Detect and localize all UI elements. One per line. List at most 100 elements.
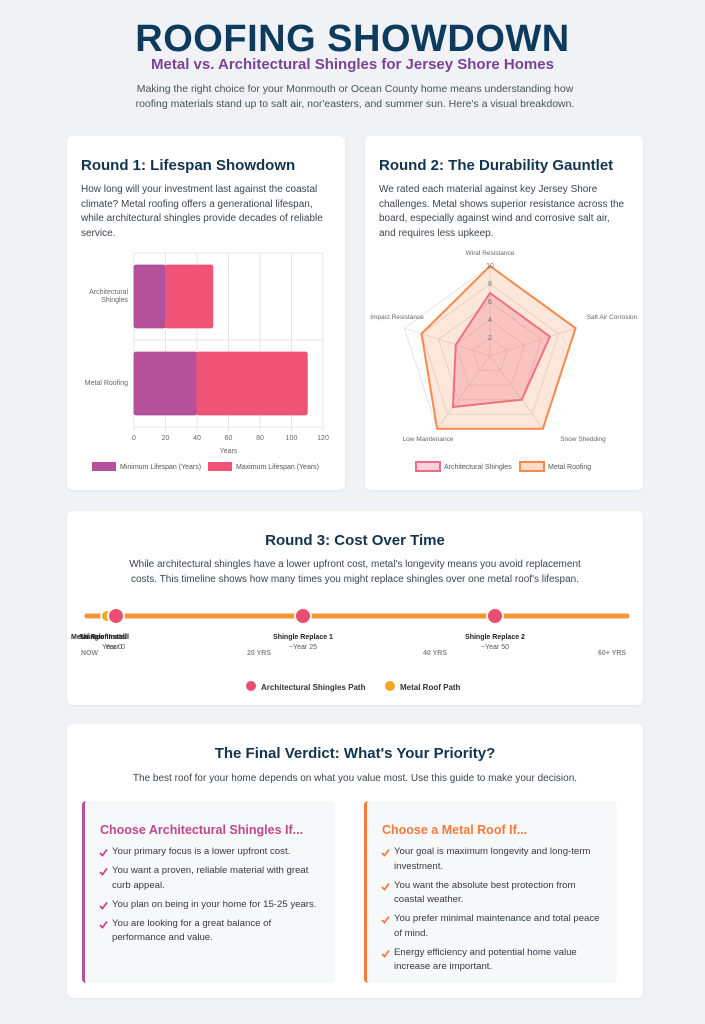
x-tick-label: 0 <box>132 435 136 442</box>
timeline-dot <box>107 607 125 625</box>
checklist-item: You are looking for a great balance of p… <box>99 917 324 946</box>
item-text: Your goal is maximum longevity and long-… <box>394 846 591 872</box>
y-tick-label: Architectural Shingles <box>89 288 128 304</box>
legend-label: Maximum Lifespan (Years) <box>236 464 319 471</box>
check-icon <box>99 920 108 929</box>
axis-label: Impact Resistance <box>370 314 424 321</box>
section-text: How long will your investment last again… <box>81 184 323 239</box>
r-tick-label: 8 <box>488 281 492 288</box>
axis-label: NOW <box>81 650 99 657</box>
r-tick-label: 2 <box>488 335 492 342</box>
event-label: Shingle Replace 2 <box>465 634 525 641</box>
bar <box>196 351 308 416</box>
spoke <box>436 355 491 430</box>
check-stroke <box>381 915 390 924</box>
verdict-column: Choose Architectural Shingles If... Your… <box>82 801 335 983</box>
item-text: You want the absolute best protection fr… <box>394 879 576 906</box>
legend-dot <box>385 681 395 691</box>
spoke <box>489 355 544 430</box>
check-stroke <box>381 882 390 891</box>
event-time: Year 0 <box>102 644 122 651</box>
axis-label: Wind Resistance <box>465 250 515 257</box>
checklist: Your goal is maximum longevity and long-… <box>381 845 606 979</box>
item-text: Energy efficiency and potential home val… <box>394 946 577 973</box>
radar-area <box>451 291 552 409</box>
x-axis-label: Years <box>220 448 238 455</box>
check-icon <box>381 882 390 891</box>
axis-label: 40 YRS <box>423 650 447 657</box>
x-tick-label: 120 <box>317 435 329 442</box>
x-tick-label: 100 <box>286 435 298 442</box>
bar <box>133 264 166 329</box>
r-tick-label: 10 <box>486 263 494 270</box>
section-text: While architectural shingles have a lowe… <box>129 559 581 585</box>
legend-swatch <box>415 461 441 472</box>
section-heading: Round 3: Cost Over Time <box>265 532 445 549</box>
checklist-item: Energy efficiency and potential home val… <box>381 946 606 975</box>
checklist: Your primary focus is a lower upfront co… <box>99 845 324 950</box>
checklist-item: Your goal is maximum longevity and long-… <box>381 845 606 874</box>
verdict-column: Choose a Metal Roof If... Your goal is m… <box>364 801 617 983</box>
section-heading: Round 2: The Durability Gauntlet <box>379 157 614 174</box>
event-label: Metal Roof Install <box>71 634 129 641</box>
grid-line <box>438 301 542 401</box>
grid-line <box>420 283 560 415</box>
section-heading: Round 1: Lifespan Showdown <box>81 157 296 174</box>
page-subtitle: Metal vs. Architectural Shingles for Jer… <box>151 56 554 73</box>
bar <box>133 351 198 416</box>
intro-text: Making the right choice for your Monmout… <box>135 83 575 110</box>
item-text: You plan on being in your home for 15-25… <box>112 898 317 910</box>
section-text: We rated each material against key Jerse… <box>379 184 625 239</box>
checklist-item: You want a proven, reliable material wit… <box>99 864 324 893</box>
check-stroke <box>99 867 108 876</box>
check-icon <box>99 867 108 876</box>
check-icon <box>381 949 390 958</box>
spoke <box>404 327 491 357</box>
checklist-item: You want the absolute best protection fr… <box>381 879 606 908</box>
legend-label: Metal Roof Path <box>400 683 461 692</box>
check-stroke <box>99 901 108 910</box>
legend-label: Metal Roofing <box>548 464 591 471</box>
event-time: ~Year 25 <box>289 644 317 651</box>
r-tick-label: 4 <box>488 317 492 324</box>
card <box>365 136 643 490</box>
event-time: ~Year 50 <box>481 644 509 651</box>
item-text: You want a proven, reliable material wit… <box>112 865 309 891</box>
event-label: Shingle Replace 1 <box>273 634 333 641</box>
column-heading: Choose Architectural Shingles If... <box>100 823 304 837</box>
x-tick-label: 60 <box>225 435 233 442</box>
check-icon <box>99 848 108 857</box>
bar <box>165 264 214 329</box>
x-tick-label: 20 <box>162 435 170 442</box>
legend-swatch <box>208 462 232 471</box>
check-icon <box>99 901 108 910</box>
section-heading: The Final Verdict: What's Your Priority? <box>214 745 496 762</box>
legend-label: Architectural Shingles <box>444 464 512 471</box>
check-stroke <box>99 920 108 929</box>
legend-label: Architectural Shingles Path <box>261 683 366 692</box>
axis-label: Low Maintenance <box>402 436 454 443</box>
check-stroke <box>381 848 390 857</box>
legend-dot <box>246 681 256 691</box>
item-text: You prefer minimal maintenance and total… <box>394 913 600 939</box>
axis-label: 60+ YRS <box>598 650 627 657</box>
page-title: ROOFING SHOWDOWN <box>135 18 570 60</box>
check-icon <box>381 848 390 857</box>
timeline-dot <box>294 607 312 625</box>
checklist-item: Your primary focus is a lower upfront co… <box>99 845 324 860</box>
item-text: You are looking for a great balance of p… <box>112 917 272 944</box>
r-tick-label: 6 <box>488 299 492 306</box>
check-icon <box>381 915 390 924</box>
radar-area <box>420 264 577 430</box>
grid-line <box>455 319 525 386</box>
axis-label: 20 YRS <box>247 650 271 657</box>
axis-label: Salt Air Corrosion <box>586 314 638 321</box>
legend-label: Minimum Lifespan (Years) <box>120 464 201 471</box>
timeline-dot <box>486 607 504 625</box>
column-heading: Choose a Metal Roof If... <box>382 823 528 837</box>
x-tick-label: 80 <box>256 435 264 442</box>
check-stroke <box>381 949 390 958</box>
legend-swatch <box>92 462 116 471</box>
